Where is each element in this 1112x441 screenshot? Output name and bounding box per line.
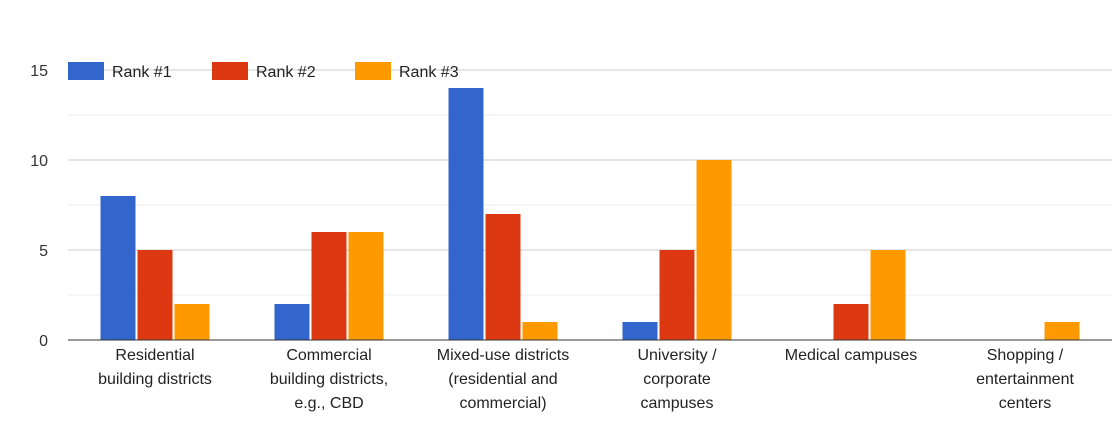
legend-label: Rank #1 (112, 64, 172, 81)
bar-rank-3-3 (696, 160, 732, 340)
bar-rank-2-1 (311, 232, 347, 340)
legend-label: Rank #2 (256, 64, 316, 81)
bar-rank-1-2 (448, 88, 484, 340)
bar-rank-3-1 (348, 232, 384, 340)
bar-rank-3-4 (870, 250, 906, 340)
legend-label: Rank #3 (399, 64, 459, 81)
bars (100, 88, 1080, 340)
x-axis-category-labels: Residential building districts Commercial b… (98, 347, 1074, 412)
legend-swatch (212, 62, 248, 80)
y-tick-label: 10 (30, 153, 48, 170)
bar-rank-2-3 (659, 250, 695, 340)
y-tick-label: 15 (30, 63, 48, 80)
x-category-label: University / corporate campuses (637, 347, 717, 412)
bar-rank-3-2 (522, 322, 558, 340)
x-category-label: Residential building districts (98, 347, 212, 388)
legend: Rank #1 Rank #2 Rank #3 (68, 62, 459, 81)
x-category-label: Commercial building districts, e.g., CBD (270, 347, 388, 412)
legend-item: Rank #1 (68, 62, 172, 81)
y-tick-label: 5 (39, 243, 48, 260)
bar-rank-2-0 (137, 250, 173, 340)
x-category-label: Medical campuses (785, 347, 918, 364)
bar-rank-3-0 (174, 304, 210, 340)
x-category-label: Shopping / entertainment centers (976, 347, 1074, 412)
bar-rank-1-3 (622, 322, 658, 340)
legend-item: Rank #2 (212, 62, 316, 81)
legend-swatch (355, 62, 391, 80)
bar-rank-2-4 (833, 304, 869, 340)
bar-rank-2-2 (485, 214, 521, 340)
y-tick-label: 0 (39, 333, 48, 350)
bar-rank-1-0 (100, 196, 136, 340)
gridlines (68, 69, 1112, 296)
x-category-label: Mixed-use districts (residential and comme… (437, 347, 569, 412)
legend-swatch (68, 62, 104, 80)
y-axis-tick-labels: 0 5 10 15 (30, 63, 48, 350)
bar-rank-3-5 (1044, 322, 1080, 340)
legend-item: Rank #3 (355, 62, 459, 81)
bar-rank-1-1 (274, 304, 310, 340)
